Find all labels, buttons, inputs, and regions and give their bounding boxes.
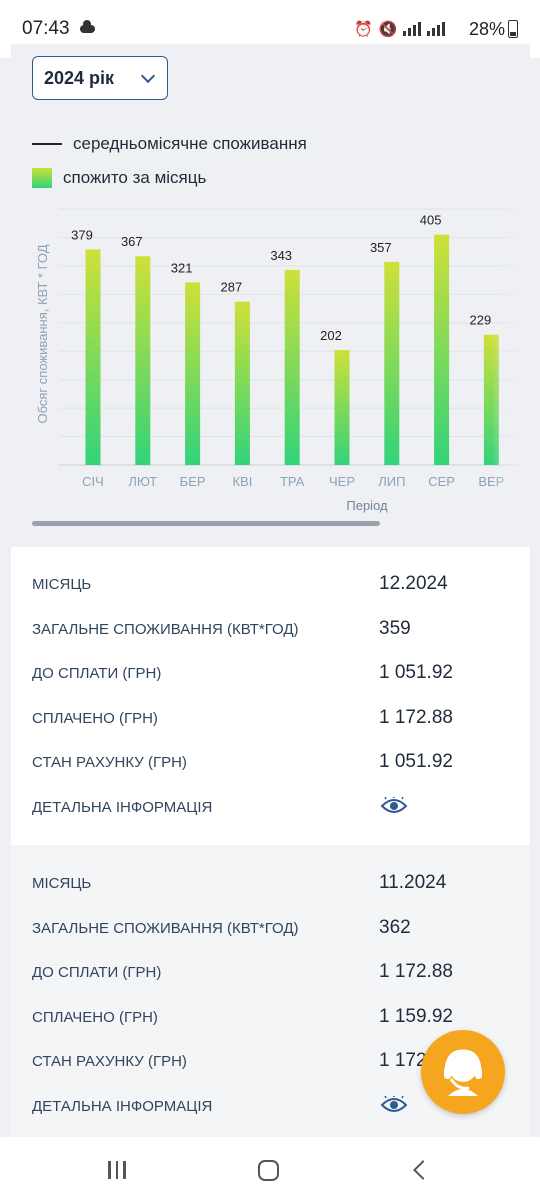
signal-icon-2 [427, 22, 446, 36]
x-tick-label: СІЧ [82, 474, 104, 489]
x-tick-label: ТРА [280, 474, 305, 489]
bar-БЕР[interactable] [185, 282, 201, 465]
bar-value-label: 321 [171, 260, 193, 275]
bar-value-label: 379 [71, 227, 93, 242]
chevron-down-icon [140, 68, 156, 84]
balance-label: СТАН РАХУНКУ (ГРН) [32, 753, 187, 771]
legend-monthly-label: спожито за місяць [63, 168, 207, 187]
bar-value-label: 357 [370, 240, 392, 255]
bar-value-label: 343 [270, 248, 292, 263]
record-row-balance: СТАН РАХУНКУ (ГРН) 1 051.92 [32, 740, 512, 784]
mute-icon: 🔇 [378, 21, 398, 38]
consumption-label: ЗАГАЛЬНЕ СПОЖИВАННЯ (КВТ*ГОД) [32, 620, 299, 638]
record-card-december: МІСЯЦЬ 12.2024 ЗАГАЛЬНЕ СПОЖИВАННЯ (КВТ*… [11, 547, 530, 845]
status-time: 07:43 [22, 18, 70, 39]
bar-value-label: 202 [320, 328, 342, 343]
legend-average: середньомісячне споживання [32, 134, 307, 154]
month-value: 11.2024 [379, 872, 447, 893]
eye-icon[interactable] [381, 1096, 407, 1114]
record-row-paid: СПЛАЧЕНО (ГРН) 1 159.92 [32, 995, 512, 1039]
cloud-icon [80, 20, 95, 33]
record-row-consumption: ЗАГАЛЬНЕ СПОЖИВАННЯ (КВТ*ГОД) 359 [32, 607, 512, 651]
month-label: МІСЯЦЬ [32, 575, 92, 593]
details-label: ДЕТАЛЬНА ІНФОРМАЦІЯ [32, 798, 213, 816]
balance-label: СТАН РАХУНКУ (ГРН) [32, 1052, 187, 1070]
legend-monthly: спожито за місяць [32, 168, 206, 188]
consumption-chart-card: 2024 рік середньомісячне споживання спож… [11, 44, 530, 547]
alarm-icon: ⏰ [354, 21, 373, 38]
legend-line-swatch [32, 143, 62, 145]
consumption-value: 362 [379, 917, 411, 938]
paid-value: 1 172.88 [379, 707, 453, 728]
bar-СІЧ[interactable] [85, 249, 101, 465]
bar-ТРА[interactable] [284, 269, 300, 465]
battery-icon [508, 20, 518, 38]
record-row-consumption: ЗАГАЛЬНЕ СПОЖИВАННЯ (КВТ*ГОД) 362 [32, 906, 512, 950]
record-row-details: ДЕТАЛЬНА ІНФОРМАЦІЯ [32, 785, 512, 829]
record-row-month: МІСЯЦЬ 12.2024 [32, 562, 512, 606]
bar-value-label: 287 [221, 280, 243, 295]
signal-icon [403, 22, 422, 36]
bar-ЧЕР[interactable] [334, 350, 350, 465]
legend-bar-swatch [32, 168, 52, 188]
x-tick-label: ЛИП [378, 474, 405, 489]
chart-scrollbar[interactable] [32, 521, 380, 526]
home-button[interactable] [258, 1160, 279, 1181]
x-tick-label: ЛЮТ [128, 474, 157, 489]
x-axis-label: Період [346, 498, 388, 513]
month-value: 12.2024 [379, 573, 448, 594]
record-row-to-pay: ДО СПЛАТИ (ГРН) 1 172.88 [32, 950, 512, 994]
recents-button[interactable] [108, 1161, 126, 1179]
month-label: МІСЯЦЬ [32, 874, 92, 892]
bar-value-label: 367 [121, 234, 143, 249]
support-chat-button[interactable] [421, 1030, 505, 1114]
eye-icon[interactable] [381, 797, 407, 815]
x-tick-label: КВІ [232, 474, 252, 489]
to-pay-value: 1 172.88 [379, 961, 453, 982]
to-pay-value: 1 051.92 [379, 662, 453, 683]
balance-value: 1 051.92 [379, 751, 453, 772]
to-pay-label: ДО СПЛАТИ (ГРН) [32, 963, 162, 981]
battery-percent: 28% [469, 19, 506, 39]
bar-ЛИП[interactable] [384, 261, 400, 465]
bar-СЕР[interactable] [434, 234, 450, 465]
bar-КВІ[interactable] [234, 301, 250, 465]
to-pay-label: ДО СПЛАТИ (ГРН) [32, 664, 162, 682]
y-axis-label: Обсяг споживання, КВТ * ГОД [35, 244, 50, 423]
x-tick-label: ЧЕР [329, 474, 355, 489]
paid-value: 1 159.92 [379, 1006, 453, 1027]
support-agent-icon [444, 1049, 482, 1096]
paid-label: СПЛАЧЕНО (ГРН) [32, 709, 158, 727]
record-row-paid: СПЛАЧЕНО (ГРН) 1 172.88 [32, 696, 512, 740]
bar-value-label: 229 [470, 313, 492, 328]
record-row-month: МІСЯЦЬ 11.2024 [32, 861, 512, 905]
bar-value-label: 405 [420, 213, 442, 228]
bar-ЛЮТ[interactable] [135, 256, 151, 465]
x-tick-label: БЕР [180, 474, 206, 489]
record-row-to-pay: ДО СПЛАТИ (ГРН) 1 051.92 [32, 651, 512, 695]
record-row-details: ДЕТАЛЬНА ІНФОРМАЦІЯ [32, 1084, 512, 1128]
year-select-label: 2024 рік [44, 67, 115, 88]
consumption-label: ЗАГАЛЬНЕ СПОЖИВАННЯ (КВТ*ГОД) [32, 919, 299, 937]
year-select[interactable]: 2024 рік [32, 56, 168, 100]
system-nav-bar [0, 1137, 540, 1200]
legend-average-label: середньомісячне споживання [73, 134, 307, 153]
status-icons: ⏰ 🔇 [354, 20, 446, 38]
x-tick-label: СЕР [428, 474, 455, 489]
consumption-value: 359 [379, 618, 411, 639]
back-button[interactable] [413, 1160, 433, 1180]
details-label: ДЕТАЛЬНА ІНФОРМАЦІЯ [32, 1097, 213, 1115]
paid-label: СПЛАЧЕНО (ГРН) [32, 1008, 158, 1026]
bar-chart: 379 СІЧ 367 ЛЮТ 321 БЕР 287 КВІ 343 ТРА 202 ЧЕР 357 Л… [35, 194, 530, 513]
